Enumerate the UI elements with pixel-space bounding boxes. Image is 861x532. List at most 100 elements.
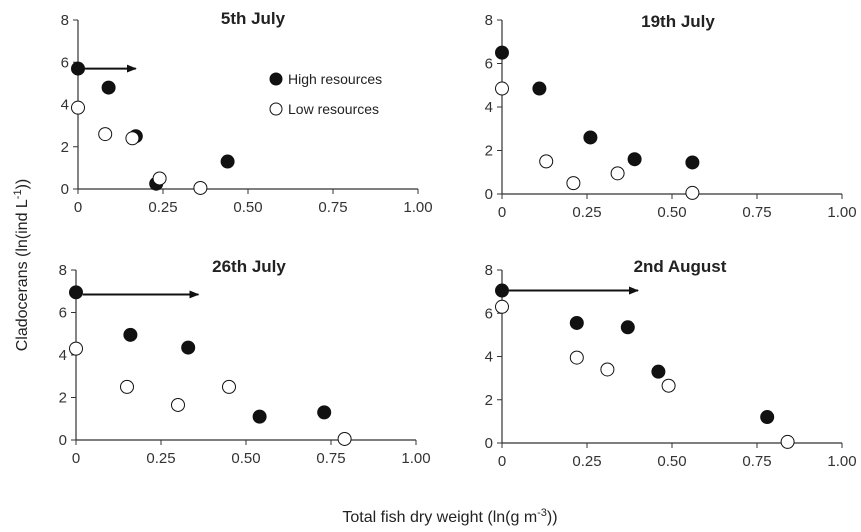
data-point — [495, 283, 509, 298]
x-tick-label: 0.25 — [148, 199, 177, 216]
x-tick-label: 0.50 — [231, 450, 260, 467]
x-tick-label: 1.00 — [403, 199, 432, 216]
data-point — [780, 434, 795, 449]
y-tick-label: 8 — [61, 12, 69, 29]
data-point — [71, 100, 85, 115]
data-point — [495, 299, 509, 314]
data-point — [627, 152, 642, 167]
data-point — [566, 176, 581, 191]
data-point — [181, 340, 196, 355]
data-point — [220, 154, 235, 169]
x-tick-label: 0 — [498, 204, 506, 221]
data-point — [120, 379, 134, 394]
x-tick-label: 0.50 — [233, 199, 262, 216]
legend-label-high: High resources — [288, 71, 382, 87]
data-point — [610, 166, 625, 181]
data-point — [583, 130, 598, 145]
data-point — [569, 350, 584, 365]
y-tick-label: 4 — [59, 347, 67, 364]
data-point — [317, 405, 332, 420]
y-tick-label: 6 — [59, 305, 67, 322]
y-axis-label: Cladocerans (ln(ind L-1)) — [12, 179, 31, 352]
legend-marker-low — [269, 102, 283, 116]
y-tick-label: 4 — [61, 97, 69, 114]
panel-title: 19th July — [641, 12, 715, 31]
data-point — [760, 410, 775, 425]
y-tick-label: 6 — [485, 56, 493, 73]
panel-title: 2nd August — [634, 257, 727, 276]
legend: High resources Low resources — [269, 71, 382, 117]
y-tick-label: 6 — [61, 54, 69, 71]
panels: 0 2 4 6 8 0 0.25 0.50 0.75 1.00 5th July 0 2 4 6 8 0 0.25… — [59, 9, 857, 470]
panel-4: 0 2 4 6 8 0 0.25 0.50 0.75 1.00 2nd August — [485, 257, 857, 470]
data-point — [685, 155, 700, 170]
series-low — [71, 100, 208, 195]
series-high — [495, 283, 775, 425]
y-tick-label: 6 — [485, 305, 493, 322]
data-point — [69, 285, 83, 300]
data-point — [123, 327, 138, 342]
series-high — [71, 61, 235, 191]
data-point — [651, 364, 666, 379]
x-tick-label: 0.75 — [318, 199, 347, 216]
x-tick-label: 1.00 — [827, 453, 856, 470]
y-tick-label: 8 — [59, 262, 67, 279]
x-tick-label: 0 — [498, 453, 506, 470]
x-tick-label: 0.75 — [742, 204, 771, 221]
data-point — [532, 81, 547, 96]
panel-1: 0 2 4 6 8 0 0.25 0.50 0.75 1.00 5th July — [61, 9, 433, 216]
y-tick-label: 2 — [59, 390, 67, 407]
x-tick-label: 0.25 — [572, 453, 601, 470]
data-point — [152, 171, 167, 186]
y-tick-label: 8 — [485, 12, 493, 29]
x-tick-label: 0 — [74, 199, 82, 216]
data-point — [495, 45, 509, 60]
y-tick-label: 8 — [485, 262, 493, 279]
data-point — [620, 320, 635, 335]
y-tick-label: 0 — [485, 435, 493, 452]
panel-2: 0 2 4 6 8 0 0.25 0.50 0.75 1.00 19th July — [485, 12, 857, 221]
x-tick-label: 0.75 — [742, 453, 771, 470]
x-tick-label: 0 — [72, 450, 80, 467]
series-high — [495, 45, 700, 170]
x-tick-label: 1.00 — [827, 204, 856, 221]
y-tick-label: 4 — [485, 349, 493, 366]
data-point — [71, 61, 85, 76]
data-point — [125, 131, 140, 146]
x-axis-label: Total fish dry weight (ln(g m-3)) — [342, 507, 557, 526]
y-tick-label: 0 — [485, 186, 493, 203]
panel-title: 5th July — [221, 9, 286, 28]
data-point — [495, 81, 509, 96]
data-point — [685, 185, 700, 200]
data-point — [569, 315, 584, 330]
data-point — [101, 80, 116, 95]
data-point — [661, 378, 676, 393]
x-tick-label: 0.75 — [316, 450, 345, 467]
data-point — [171, 397, 185, 412]
legend-marker-high — [269, 72, 283, 86]
panel-title: 26th July — [212, 257, 286, 276]
data-point — [69, 341, 83, 356]
data-point — [539, 154, 554, 169]
y-tick-label: 2 — [485, 392, 493, 409]
x-tick-label: 0.50 — [657, 204, 686, 221]
y-tick-label: 4 — [485, 99, 493, 116]
data-point — [337, 431, 352, 446]
data-point — [98, 127, 113, 142]
data-point — [252, 409, 267, 424]
y-tick-label: 2 — [485, 143, 493, 160]
series-low — [495, 81, 700, 200]
series-low — [69, 341, 352, 446]
data-point — [600, 362, 615, 377]
x-tick-label: 0.50 — [657, 453, 686, 470]
x-tick-label: 0.25 — [146, 450, 175, 467]
y-tick-label: 0 — [61, 181, 69, 198]
data-point — [222, 379, 236, 394]
panel-3: 0 2 4 6 8 0 0.25 0.50 0.75 1.00 26th July — [59, 257, 431, 467]
data-point — [193, 180, 208, 195]
legend-label-low: Low resources — [288, 101, 379, 117]
x-tick-label: 1.00 — [401, 450, 430, 467]
series-high — [69, 285, 332, 424]
y-tick-label: 0 — [59, 432, 67, 449]
